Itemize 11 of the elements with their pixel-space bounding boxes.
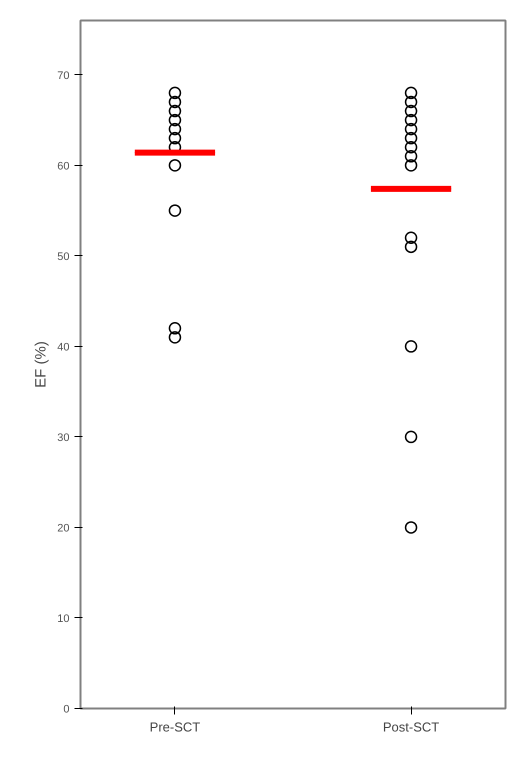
y-tick-label: 10 (57, 612, 70, 625)
y-tick-label: 40 (57, 341, 70, 354)
y-axis-title: EF (%) (32, 341, 50, 388)
x-tick-label: Post-SCT (382, 720, 440, 734)
y-tick-label: 30 (57, 432, 70, 444)
y-tick-label: 20 (57, 522, 70, 534)
y-tick-label: 50 (57, 250, 70, 263)
y-tick-label: 0 (63, 704, 70, 716)
y-tick-label: 60 (57, 160, 70, 172)
x-tick-label: Pre-SCT (150, 720, 200, 734)
y-tick-label: 70 (57, 70, 70, 82)
